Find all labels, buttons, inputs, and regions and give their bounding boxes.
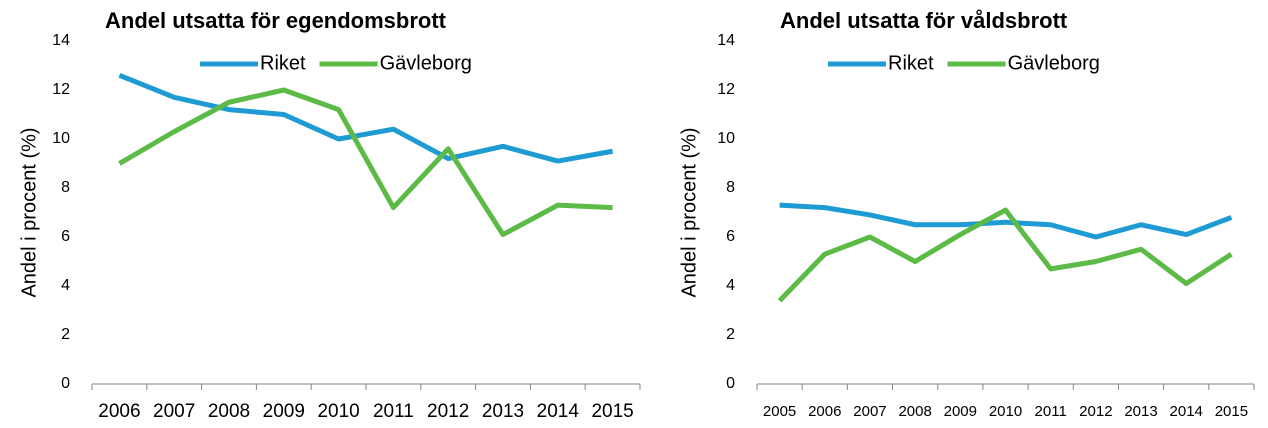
x-tick-label: 2008 (898, 403, 931, 420)
chart-title: Andel utsatta för våldsbrott (780, 8, 1068, 33)
y-tick-label: 10 (52, 130, 70, 147)
series-line (118, 87, 613, 238)
y-tick-label: 6 (61, 228, 70, 245)
x-tick-label: 2007 (853, 403, 886, 420)
legend-label: Riket (888, 52, 934, 74)
y-tick-label: 10 (717, 130, 735, 147)
x-tick-label: 2013 (482, 401, 524, 422)
x-tick-label: 2013 (1124, 403, 1157, 420)
x-tick-label: 2012 (427, 401, 469, 422)
legend-label: Gävleborg (380, 52, 472, 74)
y-axis-label: Andel i procent (%) (18, 127, 40, 297)
x-tick-label: 2015 (1215, 403, 1248, 420)
y-tick-label: 14 (717, 32, 735, 49)
x-tick-label: 2006 (808, 403, 841, 420)
x-tick-label: 2011 (373, 401, 414, 422)
x-tick-label: 2010 (989, 403, 1022, 420)
y-tick-label: 4 (726, 277, 735, 294)
x-tick-label: 2005 (763, 403, 796, 420)
legend-label: Riket (260, 52, 306, 74)
y-tick-label: 8 (61, 179, 70, 196)
x-tick-label: 2009 (263, 401, 305, 422)
x-tick-label: 2014 (1170, 403, 1203, 420)
y-tick-label: 12 (717, 81, 735, 98)
series-line (777, 207, 1233, 303)
y-tick-label: 0 (726, 375, 735, 392)
chart-title: Andel utsatta för egendomsbrott (105, 8, 447, 33)
legend-label: Gävleborg (1008, 52, 1100, 74)
x-tick-label: 2012 (1079, 403, 1112, 420)
series-line (118, 72, 614, 164)
y-tick-label: 2 (61, 326, 70, 343)
y-tick-label: 6 (726, 228, 735, 245)
y-tick-label: 2 (726, 326, 735, 343)
x-tick-label: 2010 (317, 401, 359, 422)
y-tick-label: 4 (61, 277, 70, 294)
y-tick-label: 8 (726, 179, 735, 196)
y-tick-label: 0 (61, 375, 70, 392)
x-tick-label: 2006 (98, 401, 140, 422)
x-tick-label: 2009 (944, 403, 977, 420)
x-tick-label: 2007 (153, 401, 195, 422)
x-tick-label: 2014 (537, 401, 580, 422)
y-axis-label: Andel i procent (%) (678, 127, 700, 297)
series-line (779, 202, 1233, 240)
y-tick-label: 14 (52, 32, 70, 49)
x-tick-label: 2008 (208, 401, 250, 422)
x-tick-label: 2011 (1035, 403, 1067, 420)
y-tick-label: 12 (52, 81, 70, 98)
x-tick-label: 2015 (591, 401, 633, 422)
